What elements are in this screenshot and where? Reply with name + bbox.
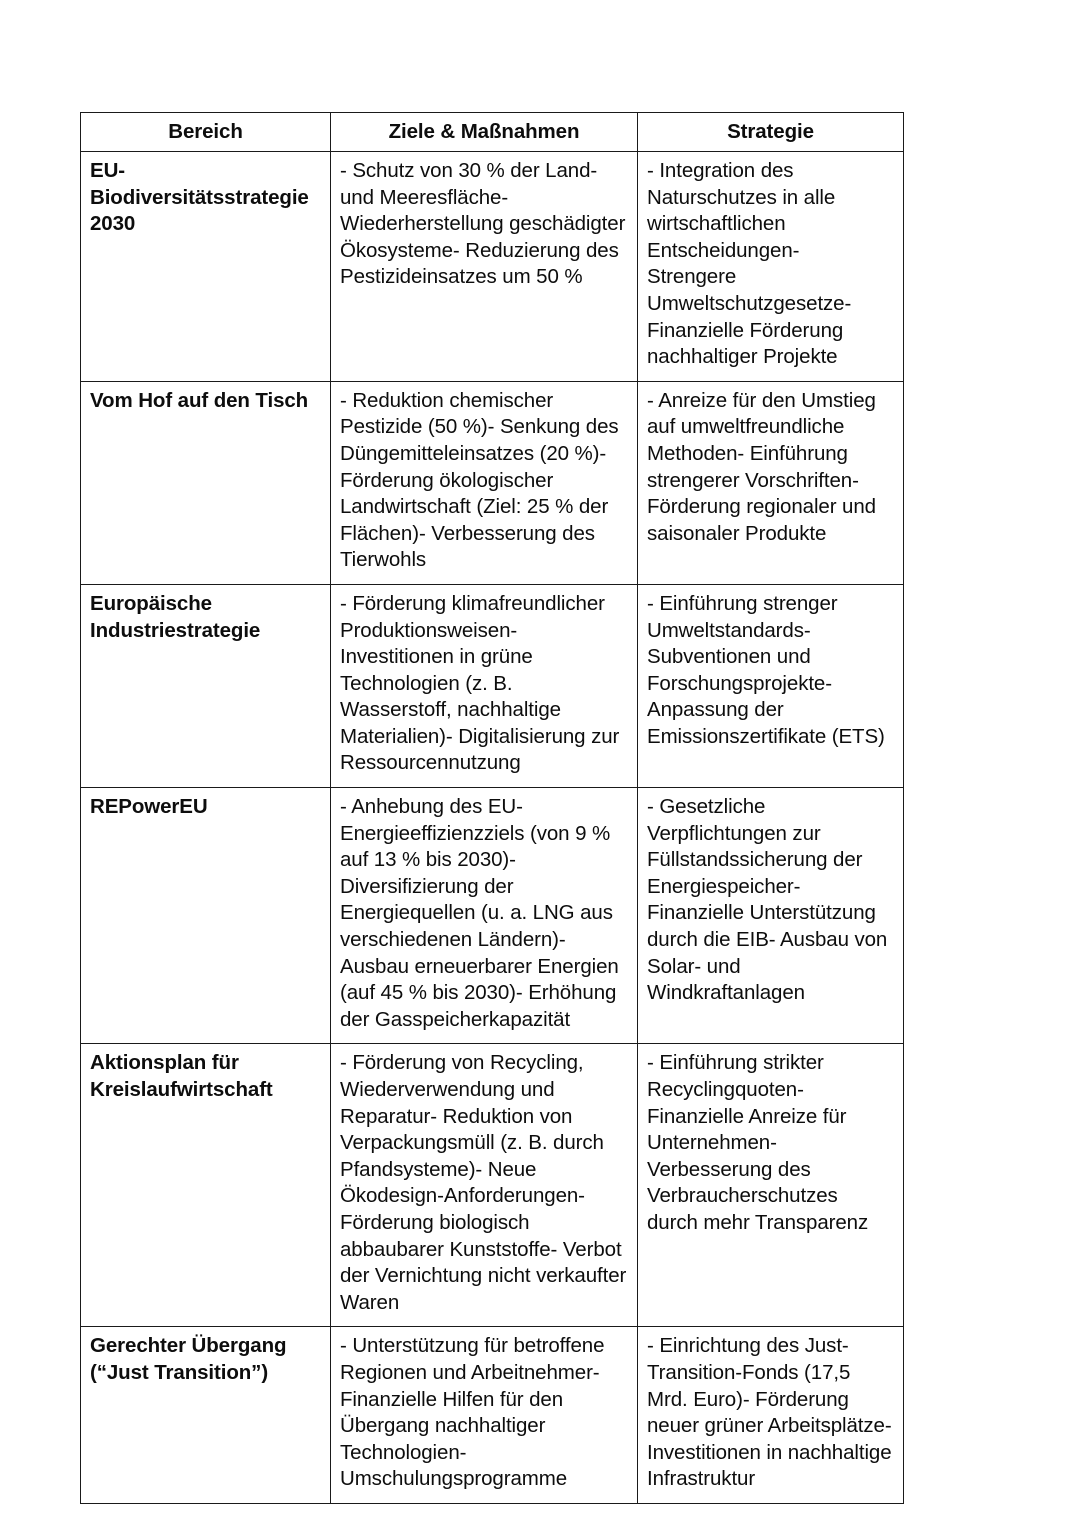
cell-goals: - Unterstützung für betroffene Regionen … xyxy=(330,1326,638,1504)
cell-goals-text: - Förderung von Recycling, Wiederverwend… xyxy=(340,1051,632,1314)
cell-strategy: - Einführung strikter Recyclingquoten- F… xyxy=(637,1043,904,1328)
cell-strategy: - Einrichtung des Just-Transition-Fonds … xyxy=(637,1326,904,1504)
table-row: Aktionsplan für Kreislaufwirtschaft - Fö… xyxy=(80,1043,904,1328)
table-row: EU-Biodiversitätsstrategie 2030 - Schutz… xyxy=(80,151,904,382)
table-row: REPowerEU - Anhebung des EU-Energieeffiz… xyxy=(80,787,904,1045)
table-body: EU-Biodiversitätsstrategie 2030 - Schutz… xyxy=(80,151,904,1504)
column-header-strategy: Strategie xyxy=(637,112,904,152)
policy-table-container: Bereich Ziele & Maßnahmen Strategie EU-B… xyxy=(80,112,904,1504)
cell-area: EU-Biodiversitätsstrategie 2030 xyxy=(80,151,331,382)
cell-strategy-text: - Anreize für den Umstieg auf umweltfreu… xyxy=(647,388,882,545)
column-header-goals: Ziele & Maßnahmen xyxy=(330,112,638,152)
table-row: Europäische Industriestrategie - Förderu… xyxy=(80,583,904,789)
cell-area-text: Gerechter Übergang (“Just Transition”) xyxy=(90,1334,293,1384)
cell-strategy-text: - Einführung strikter Recyclingquoten- F… xyxy=(647,1051,869,1234)
cell-area-text: Vom Hof auf den Tisch xyxy=(90,388,309,412)
cell-strategy-text: - Einrichtung des Just-Transition-Fonds … xyxy=(647,1334,898,1491)
cell-goals: - Anhebung des EU-Energieeffizienzziels … xyxy=(330,787,638,1045)
cell-area: REPowerEU xyxy=(80,787,331,1045)
cell-strategy-text: - Gesetzliche Verpflichtungen zur Füllst… xyxy=(647,795,893,1005)
cell-area: Gerechter Übergang (“Just Transition”) xyxy=(80,1326,331,1504)
cell-goals: - Reduktion chemischer Pestizide (50 %)-… xyxy=(330,380,638,585)
cell-area: Aktionsplan für Kreislaufwirtschaft xyxy=(80,1043,331,1328)
cell-strategy: - Anreize für den Umstieg auf umweltfreu… xyxy=(637,380,904,585)
eu-policy-table: Bereich Ziele & Maßnahmen Strategie EU-B… xyxy=(80,112,904,1504)
cell-goals: - Förderung von Recycling, Wiederverwend… xyxy=(330,1043,638,1328)
table-header: Bereich Ziele & Maßnahmen Strategie xyxy=(80,112,904,152)
cell-strategy-text: - Einführung strenger Umweltstandards- S… xyxy=(647,591,885,748)
cell-strategy: - Gesetzliche Verpflichtungen zur Füllst… xyxy=(637,787,904,1045)
cell-area: Europäische Industriestrategie xyxy=(80,583,331,789)
table-row: Vom Hof auf den Tisch - Reduktion chemis… xyxy=(80,380,904,585)
cell-goals: - Förderung klimafreundlicher Produktion… xyxy=(330,583,638,789)
cell-strategy-text: - Integration des Naturschutzes in alle … xyxy=(647,159,857,369)
cell-area-text: EU-Biodiversitätsstrategie 2030 xyxy=(90,159,315,236)
cell-area-text: Aktionsplan für Kreislaufwirtschaft xyxy=(90,1051,273,1101)
cell-goals-text: - Anhebung des EU-Energieeffizienzziels … xyxy=(340,795,625,1031)
cell-goals-text: - Unterstützung für betroffene Regionen … xyxy=(340,1334,611,1491)
column-header-area: Bereich xyxy=(80,112,331,152)
cell-goals-text: - Förderung klimafreundlicher Produktion… xyxy=(340,591,625,775)
cell-strategy: - Integration des Naturschutzes in alle … xyxy=(637,151,904,382)
cell-area-text: Europäische Industriestrategie xyxy=(90,591,261,642)
cell-strategy: - Einführung strenger Umweltstandards- S… xyxy=(637,583,904,789)
cell-goals-text: - Reduktion chemischer Pestizide (50 %)-… xyxy=(340,388,625,572)
table-header-row: Bereich Ziele & Maßnahmen Strategie xyxy=(80,112,904,152)
cell-goals-text: - Schutz von 30 % der Land- und Meeresfl… xyxy=(340,159,631,289)
cell-goals: - Schutz von 30 % der Land- und Meeresfl… xyxy=(330,151,638,382)
table-row: Gerechter Übergang (“Just Transition”) -… xyxy=(80,1326,904,1504)
cell-area-text: REPowerEU xyxy=(90,795,208,819)
cell-area: Vom Hof auf den Tisch xyxy=(80,380,331,585)
